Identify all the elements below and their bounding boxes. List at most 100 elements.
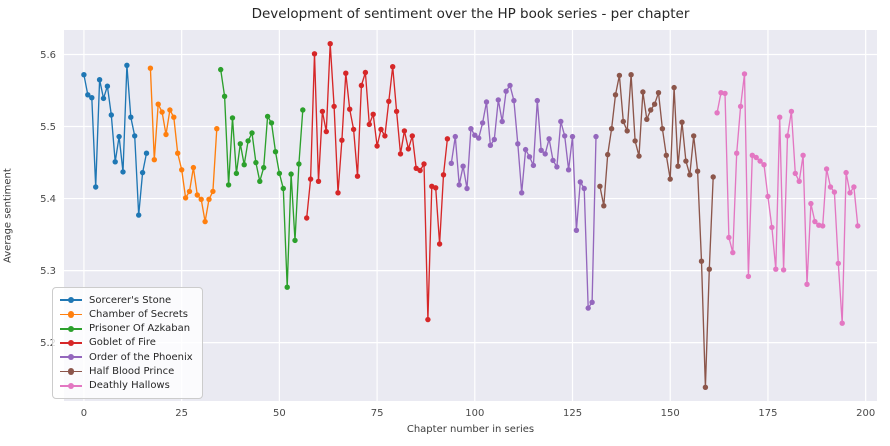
data-point [155,101,161,107]
data-point [601,203,607,209]
data-point [210,188,216,195]
data-point [597,183,603,189]
data-point [245,138,251,144]
data-point [190,164,197,171]
data-point [382,133,388,139]
data-point [323,128,329,135]
data-point [397,151,404,157]
data-point [163,131,169,138]
data-point [331,103,337,110]
data-point [409,133,415,139]
data-point [249,130,255,136]
data-point [675,163,681,169]
data-point [569,133,576,140]
data-point [448,160,454,166]
data-point [726,234,732,241]
data-point [659,126,666,132]
data-point [186,188,193,195]
data-point [835,260,841,267]
data-point [456,182,462,188]
data-point [550,157,556,164]
data-point [565,167,572,173]
data-point [460,163,466,169]
data-point [89,95,95,101]
data-point [206,196,212,202]
series-line-half-blood-prince [599,74,714,388]
data-point [718,90,724,96]
data-point [577,179,583,185]
data-point [495,97,501,103]
x-axis-label: Chapter number in series [406,424,535,435]
data-point [335,190,341,196]
data-point [378,126,384,133]
data-point [823,166,830,172]
data-point [636,153,642,159]
data-point [307,176,314,182]
data-point [667,176,673,182]
y-tick-label: 5.5 [40,122,56,133]
data-point [777,114,783,120]
data-point [284,284,290,290]
data-point [221,93,228,100]
data-point [589,299,595,305]
data-point [714,110,720,116]
data-point [311,51,318,57]
legend-line-marker-icon [60,382,82,390]
data-point [194,192,200,198]
data-point [573,227,580,233]
x-tick-label: 200 [856,408,875,419]
data-point [143,150,150,156]
data-point [761,162,767,168]
data-point [687,172,693,178]
data-point [491,136,497,143]
data-point [347,106,353,112]
legend-line-marker-icon [60,368,82,375]
data-point [526,154,533,160]
x-tick-label: 175 [758,408,777,419]
data-point [159,109,165,115]
data-point [593,133,599,140]
data-point [757,158,763,164]
data-point [405,146,412,152]
data-point [300,107,306,113]
data-point [315,178,322,184]
data-point [605,151,611,158]
legend-dot-marker-icon [68,354,75,361]
data-point [671,84,677,91]
data-point [522,146,529,153]
data-point [702,384,709,390]
data-point [167,107,173,113]
data-point [202,218,208,225]
legend-label: Order of the Phoenix [89,351,193,363]
data-point [237,141,243,147]
data-point [476,135,482,141]
data-point [624,128,630,134]
data-point [558,118,564,125]
data-point [706,266,712,272]
data-point [386,98,392,105]
data-point [519,190,525,196]
data-point [683,158,689,164]
data-point [542,151,548,157]
x-tick-label: 150 [661,408,680,419]
data-point [225,182,232,188]
data-point [515,141,521,147]
data-point [393,108,400,115]
data-point [839,320,845,326]
data-point [241,162,247,168]
data-point [108,112,115,118]
data-point [628,72,634,78]
legend-dot-marker-icon [68,382,75,390]
x-tick-label: 50 [273,408,286,419]
data-point [327,41,333,47]
data-point [198,196,204,202]
data-point [96,77,103,83]
data-point [546,136,552,142]
data-point [800,152,806,158]
data-point [233,170,240,177]
data-point [843,169,849,176]
data-point [229,115,236,121]
data-point [530,162,537,169]
y-tick-label: 5.3 [40,266,56,277]
data-point [319,108,326,115]
